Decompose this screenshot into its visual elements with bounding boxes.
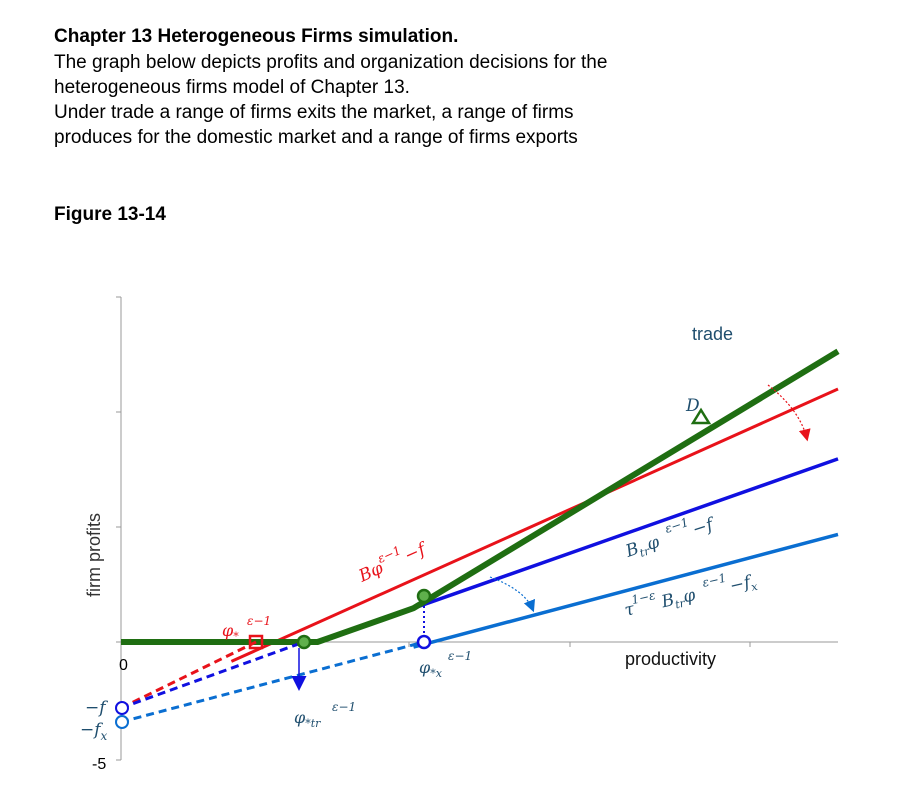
lb-sup: ε−1 bbox=[701, 571, 728, 590]
neg-f-label: −f bbox=[85, 698, 108, 718]
phi-x-sup: ε−1 bbox=[448, 649, 472, 663]
blue-line-b-text: B bbox=[622, 539, 641, 562]
blue-line-tail: −f bbox=[690, 514, 718, 540]
phi-tr-sup: ε−1 bbox=[332, 700, 356, 714]
lb-phi: φ bbox=[681, 585, 697, 607]
red-line-sup: ε−1 bbox=[375, 543, 403, 566]
phi-x-label: φ*x bbox=[419, 658, 443, 680]
lb-tail: −fx bbox=[728, 571, 760, 599]
lb-tail-sub: x bbox=[750, 580, 760, 594]
trade-label: trade bbox=[692, 324, 733, 344]
phi-tr-phi: φ bbox=[294, 708, 306, 727]
tick-label-zero: 0 bbox=[119, 657, 128, 674]
neg-fx-sub: x bbox=[101, 729, 108, 743]
series-layer bbox=[121, 348, 840, 663]
phi-star-sup: ε−1 bbox=[247, 614, 271, 628]
description-line-2: heterogeneous firms model of Chapter 13. bbox=[54, 77, 410, 98]
phi-star-sub: * bbox=[233, 630, 239, 643]
y-axis-label: firm profits bbox=[84, 513, 104, 597]
neg-f-marker bbox=[115, 701, 129, 715]
neg-fx-main: −f bbox=[80, 720, 103, 740]
blue-line-label: Btrφ ε−1 −f bbox=[622, 514, 718, 564]
red-dashed-extension bbox=[120, 640, 257, 710]
lb-b-text: B bbox=[659, 590, 677, 613]
phi-tr-sub: *tr bbox=[305, 717, 321, 730]
lb-b: Btrφ bbox=[659, 585, 698, 614]
x-axis-label: productivity bbox=[625, 649, 716, 669]
series-line-export bbox=[413, 532, 839, 649]
phi-star-marker bbox=[248, 634, 264, 650]
neg-fx-marker bbox=[115, 715, 129, 729]
description-line-1: The graph below depicts profits and orga… bbox=[54, 52, 608, 73]
phi-x-sub: *x bbox=[430, 667, 443, 680]
blue-dashed-extension bbox=[120, 640, 305, 710]
series-line-trade_total bbox=[121, 348, 840, 645]
export-kink-marker bbox=[416, 588, 432, 604]
blue-line-b: Btrφ bbox=[622, 532, 662, 564]
light-blue-dashed-extension bbox=[120, 640, 425, 724]
series-line-autarky bbox=[230, 387, 839, 663]
tick-label-min: -5 bbox=[92, 756, 106, 773]
header: Chapter 13 Heterogeneous Firms simulatio… bbox=[54, 24, 754, 150]
blue-rotation-arrow bbox=[489, 576, 535, 613]
lb-sub: tr bbox=[674, 596, 687, 611]
red-line-tail: −f bbox=[402, 539, 431, 567]
red-line-label: Bφ ε−1 −f bbox=[355, 539, 431, 587]
page-title: Chapter 13 Heterogeneous Firms simulatio… bbox=[54, 26, 459, 47]
phi-tr-label: φ*tr bbox=[294, 708, 321, 730]
point-d-label: D bbox=[685, 396, 700, 416]
phi-star-phi: φ bbox=[222, 621, 234, 640]
figure-label: Figure 13-14 bbox=[54, 204, 166, 225]
phi-x-phi: φ bbox=[419, 658, 431, 677]
red-rotation-arrow bbox=[767, 384, 811, 442]
lb-tau-sup: 1−ε bbox=[630, 588, 657, 607]
phi-star-label: φ* bbox=[222, 621, 239, 643]
series-line-domestic_trade bbox=[412, 457, 839, 610]
point-d-marker bbox=[690, 407, 712, 425]
phi-tr-marker bbox=[296, 634, 312, 650]
phi-x-marker bbox=[416, 634, 432, 650]
description-line-4: produces for the domestic market and a r… bbox=[54, 127, 578, 148]
neg-fx-label: −fx bbox=[80, 720, 108, 743]
description-line-3: Under trade a range of firms exits the m… bbox=[54, 102, 574, 123]
